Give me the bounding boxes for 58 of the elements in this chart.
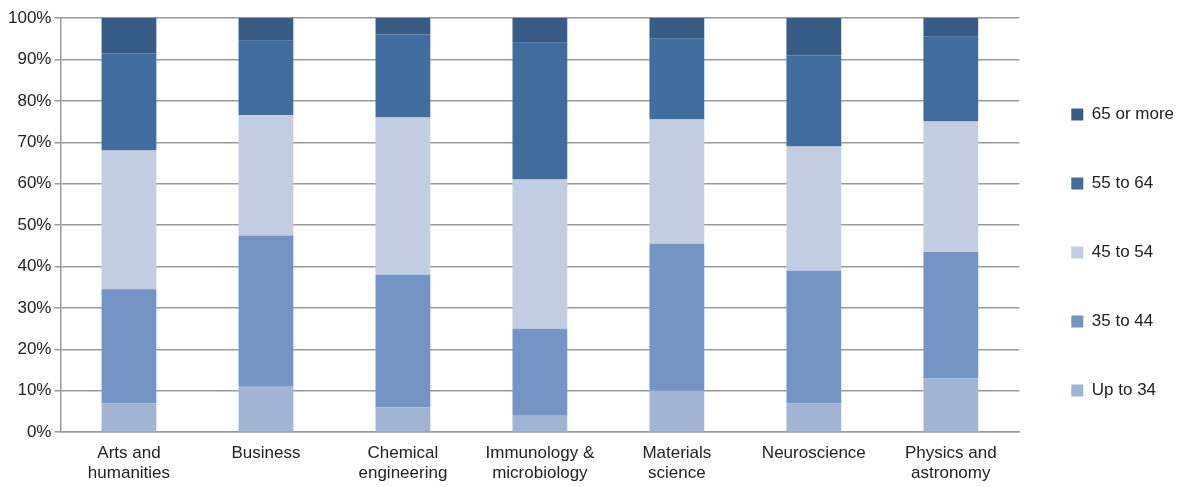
bar [786, 55, 842, 147]
y-tick-label: 50% [17, 214, 52, 234]
bar [101, 289, 157, 404]
bar [375, 274, 431, 408]
bar [786, 270, 842, 404]
bar [512, 328, 568, 416]
bar [786, 146, 842, 271]
bar [375, 117, 431, 275]
legend-label: 65 or more [1091, 104, 1174, 124]
x-tick-label: Physics and astronomy [904, 443, 997, 483]
bar [649, 390, 705, 432]
bar [649, 38, 705, 120]
bar [512, 18, 568, 43]
bar [238, 235, 294, 387]
bar [238, 115, 294, 236]
bar [923, 18, 979, 37]
bar [512, 42, 568, 180]
bar [923, 121, 979, 253]
bar [375, 34, 431, 118]
bar [649, 119, 705, 244]
x-tick-label: Chemical engineering [358, 443, 448, 483]
bar [101, 18, 157, 54]
y-tick-label: 40% [17, 256, 52, 276]
bar [786, 403, 842, 432]
legend-label: 55 to 64 [1091, 173, 1154, 193]
x-tick-label: Immunology & microbiology [485, 443, 595, 483]
bar [649, 18, 705, 39]
y-tick-label: 0% [26, 421, 52, 441]
bar [649, 243, 705, 391]
bar [238, 386, 294, 432]
y-tick-label: 30% [17, 297, 52, 317]
bar [923, 252, 979, 379]
bar [786, 18, 842, 56]
bar [512, 179, 568, 329]
bar [101, 150, 157, 290]
y-tick-label: 80% [17, 90, 52, 110]
legend-label: 35 to 44 [1091, 311, 1154, 331]
x-tick-label: Materials science [642, 443, 712, 483]
x-tick-label: Neuroscience [761, 443, 866, 463]
legend-label: 45 to 54 [1091, 242, 1154, 262]
bar [101, 53, 157, 151]
bar [375, 407, 431, 432]
y-tick-label: 20% [17, 339, 52, 359]
bar [375, 18, 431, 35]
bar [101, 403, 157, 432]
y-tick-label: 90% [17, 49, 52, 69]
y-tick-label: 100% [8, 7, 52, 27]
y-tick-label: 60% [17, 173, 52, 193]
x-tick-label: Arts and humanities [87, 443, 171, 483]
bar [238, 40, 294, 116]
y-tick-label: 70% [17, 131, 52, 151]
bar [923, 378, 979, 432]
bar [923, 36, 979, 122]
legend-label: Up to 34 [1091, 380, 1157, 400]
bar [238, 18, 294, 41]
x-tick-label: Business [231, 443, 301, 463]
y-tick-label: 10% [17, 380, 52, 400]
bar [512, 415, 568, 432]
